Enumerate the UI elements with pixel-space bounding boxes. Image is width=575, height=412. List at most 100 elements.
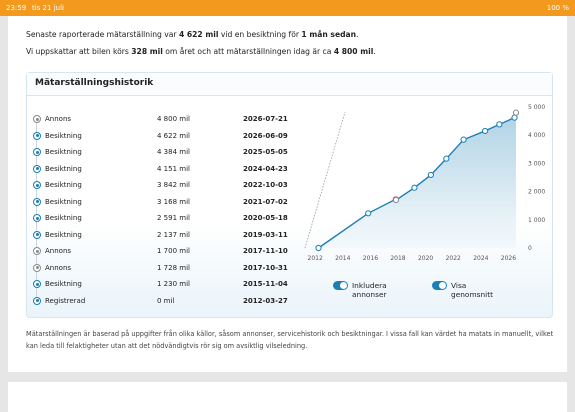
row-date: 2021-07-02 [243,197,288,206]
row-mileage: 1 700 mil [157,247,190,255]
text: . [373,47,376,56]
row-mileage: 4 384 mil [157,148,190,156]
row-type: Besiktning [45,197,82,206]
card-header: Mätarställningshistorik [27,73,552,96]
row-type: Besiktning [45,214,82,222]
row-type: Besiktning [45,164,82,173]
point [496,121,503,128]
row-type: Besiktning [45,148,82,156]
text: 4 622 mil [178,30,219,39]
history-row: Besiktning 3 842 mil 2022-10-03 [27,177,297,193]
row-type: Besiktning [45,181,82,189]
point [315,244,322,252]
x-tick-label: 2012 [308,255,323,262]
y-tick-label: 0 [528,245,532,252]
history-row: Annons 4 800 mil 2026-07-21 [27,111,297,127]
point [411,184,418,191]
row-icon [33,263,41,272]
row-date: 2012-03-27 [243,296,288,305]
history-row: Besiktning 2 591 mil 2020-05-18 [27,210,297,226]
y-tick-label: 5 000 [528,104,545,111]
y-tick-label: 3 000 [528,160,545,167]
row-type: Besiktning [45,230,82,239]
point [392,196,400,204]
row-mileage: 0 mil [157,296,175,305]
row-icon [33,247,41,255]
x-tick-label: 2020 [418,255,433,262]
row-icon [33,197,41,206]
row-mileage: 4 800 mil [157,115,190,123]
row-date: 2026-06-09 [243,131,288,140]
row-mileage: 1 728 mil [157,263,190,272]
toggle-label: Inkludera annonser [352,281,387,299]
x-tick-label: 2014 [335,255,350,262]
timeline [36,119,37,299]
row-date: 2026-07-21 [243,115,288,123]
text: om året och att mätarställningen idag är… [162,47,334,56]
history-row: Registrerad 0 mil 2012-03-27 [27,293,297,309]
text: . [356,30,359,39]
row-date: 2017-11-10 [243,247,288,255]
history-row: Besiktning 4 151 mil 2024-04-23 [27,161,297,177]
history-row: Besiktning 4 384 mil 2025-05-05 [27,144,297,160]
toggle[interactable] [432,281,447,290]
row-type: Annons [45,115,72,123]
x-tick-label: 2016 [363,255,378,262]
row-type: Besiktning [45,280,82,288]
row-mileage: 4 151 mil [157,164,190,173]
x-tick-label: 2026 [501,255,516,262]
row-type: Annons [45,247,72,255]
point [511,114,518,121]
card-title: Mätarställningshistorik [35,78,154,88]
point [512,109,520,116]
row-icon [33,280,41,288]
history-row: Annons 1 728 mil 2017-10-31 [27,260,297,276]
row-date: 2015-11-04 [243,280,288,288]
text: vid en besiktning för [218,30,302,39]
point [460,136,467,143]
y-tick-label: 1 000 [528,217,545,224]
row-date: 2019-03-11 [243,230,288,239]
date: tis 21 juli [32,4,64,12]
x-tick-label: 2022 [446,255,461,262]
history-row: Besiktning 4 622 mil 2026-06-09 [27,128,297,144]
row-icon [33,181,41,189]
y-tick-label: 4 000 [528,132,545,139]
intro-line: Senaste raporterade mätarställning var 4… [26,30,358,39]
status-bar: 23:59 tis 21 juli 100 % [0,0,575,16]
chart: 0 1 000 2 000 3 000 4 000 5 000 2012 2014 2016 20… [304,104,545,262]
row-icon [33,230,41,239]
history-row: Besiktning 1 230 mil 2015-11-04 [27,276,297,292]
row-icon [33,164,41,173]
x-tick-label: 2018 [390,255,405,262]
row-type: Registrerad [45,296,86,305]
row-icon [33,296,41,305]
history-row: Besiktning 2 137 mil 2019-03-11 [27,227,297,243]
point [365,210,372,217]
row-icon [33,148,41,156]
row-type: Besiktning [45,131,82,140]
row-type: Annons [45,263,72,272]
row-icon [33,115,41,123]
row-mileage: 3 168 mil [157,197,190,206]
history-row: Besiktning 3 168 mil 2021-07-02 [27,194,297,210]
y-tick-label: 2 000 [528,189,545,196]
history-row: Annons 1 700 mil 2017-11-10 [27,243,297,259]
text: 328 mil [131,47,163,56]
time: 23:59 [6,4,27,12]
row-date: 2017-10-31 [243,263,288,272]
row-mileage: 2 137 mil [157,230,190,239]
row-mileage: 3 842 mil [157,181,190,189]
row-icon [33,214,41,222]
footnote: Mätarställningen är baserad på uppgifter… [26,330,554,350]
next-card [8,382,567,412]
intro-line: Vi uppskattar att bilen körs 328 mil om … [26,47,376,56]
row-mileage: 2 591 mil [157,214,190,222]
row-mileage: 4 622 mil [157,131,190,140]
row-date: 2020-05-18 [243,214,288,222]
toggle[interactable] [333,281,348,290]
average-line [304,111,346,249]
text: 4 800 mil [333,47,374,56]
